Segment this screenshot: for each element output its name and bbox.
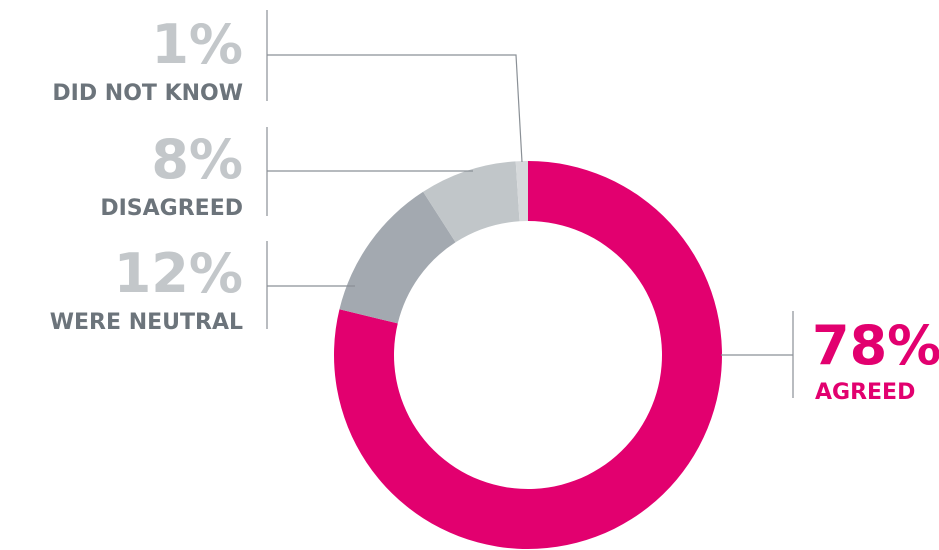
did-not-know-label: DID NOT KNOW xyxy=(52,81,243,106)
leader-lines xyxy=(266,10,794,398)
were-neutral-label: WERE NEUTRAL xyxy=(50,310,243,335)
were-neutral-percent: 12% xyxy=(114,242,243,305)
slice-disagreed xyxy=(423,161,520,243)
leader-line-did-not-know-connector xyxy=(267,54,523,163)
donut-slices xyxy=(333,161,722,549)
disagreed-percent: 8% xyxy=(151,128,243,191)
slice-agreed xyxy=(333,161,722,549)
disagreed-label: DISAGREED xyxy=(100,196,243,221)
slice-were-neutral xyxy=(339,191,456,324)
did-not-know-percent: 1% xyxy=(151,13,243,76)
slice-did-not-know xyxy=(515,161,528,222)
agreed-percent: 78% xyxy=(812,314,939,377)
agreed-label: AGREED xyxy=(815,380,915,405)
